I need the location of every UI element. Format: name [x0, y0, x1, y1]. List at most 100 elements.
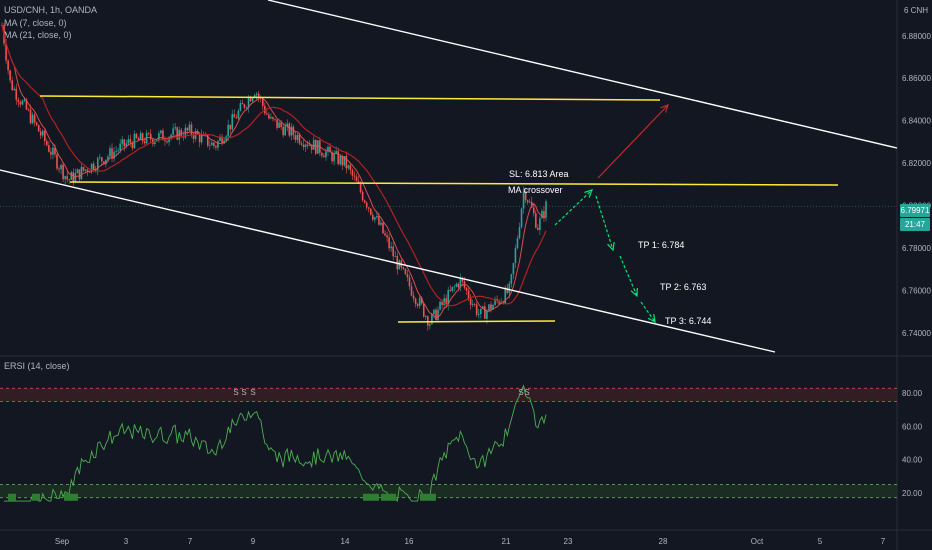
candle-body	[347, 165, 350, 169]
candle-body	[115, 151, 117, 152]
candle-body	[33, 114, 36, 123]
candle-body	[133, 133, 136, 149]
candle-body	[276, 119, 278, 128]
candle-body	[539, 218, 541, 230]
candle-body	[70, 172, 73, 180]
candle-body	[306, 144, 309, 146]
candle-body	[506, 287, 509, 294]
candle-body	[198, 134, 201, 143]
candle-body	[123, 139, 126, 147]
candle-body	[520, 208, 523, 228]
rsi-sell-marker: S	[241, 388, 246, 397]
candle-body	[206, 134, 209, 146]
candle-body	[514, 248, 517, 264]
candle-body	[323, 155, 325, 158]
candle-body	[390, 246, 392, 249]
candle-body	[286, 123, 289, 127]
candle-body	[445, 298, 447, 306]
candle-body	[457, 283, 460, 288]
candle-body	[341, 155, 344, 166]
rsi-tick-label: 40.00	[902, 456, 923, 465]
candle-body	[149, 133, 152, 140]
candle-body	[353, 175, 356, 177]
rsi-sell-marker: S	[518, 388, 523, 397]
candle-body	[170, 134, 172, 138]
candle-body	[233, 114, 236, 118]
candle-body	[404, 268, 407, 275]
candle-body	[331, 152, 333, 162]
rsi-oversold-band	[0, 484, 897, 498]
candle-body	[355, 176, 358, 182]
arrow-invalidation-up-head	[660, 104, 669, 113]
candle-body	[298, 134, 301, 144]
candle-body	[290, 126, 293, 136]
candle-body	[239, 103, 242, 111]
candle-body	[455, 283, 458, 287]
candle-body	[188, 124, 191, 131]
candle-body	[530, 201, 533, 208]
candle-body	[418, 297, 421, 306]
channel-upper-line	[267, 0, 898, 149]
candle-body	[345, 156, 348, 169]
arrow-to-tp2-head	[630, 287, 638, 298]
rsi-legend[interactable]: ERSI (14, close)	[4, 361, 70, 371]
candle-body	[321, 152, 323, 156]
candle-body	[196, 130, 199, 135]
candle-body	[68, 179, 71, 181]
candle-body	[56, 154, 58, 169]
arrow-up-to-sl	[554, 189, 593, 226]
annotation-tp3: TP 3: 6.744	[665, 316, 711, 326]
candle-body	[90, 163, 93, 173]
candle-body	[480, 308, 482, 315]
candle-body	[439, 301, 441, 310]
candle-body	[532, 207, 535, 214]
candle-body	[249, 97, 252, 102]
candle-body	[504, 287, 507, 304]
candle-body	[380, 222, 382, 225]
candle-body	[296, 134, 299, 140]
candle-body	[282, 127, 284, 136]
price-tick-label: 6.76000	[902, 286, 931, 295]
ma-slow-legend[interactable]: MA (21, close, 0)	[4, 30, 72, 40]
candle-body	[19, 102, 22, 105]
candle-body	[117, 150, 119, 152]
candle-body	[372, 214, 374, 220]
symbol-title[interactable]: USD/CNH, 1h, OANDA	[4, 5, 98, 15]
candle-body	[211, 142, 213, 146]
candle-body	[388, 237, 390, 249]
annotation-sl: SL: 6.813 Area	[509, 169, 569, 179]
candle-body	[80, 166, 83, 180]
candle-body	[231, 114, 234, 130]
candle-body	[37, 125, 40, 132]
ma-fast-legend[interactable]: MA (7, close, 0)	[4, 18, 67, 28]
candle-body	[408, 277, 411, 287]
candle-body	[363, 200, 366, 203]
candle-body	[101, 157, 103, 162]
arrow-invalidation-up	[597, 104, 669, 179]
candle-body	[41, 130, 44, 136]
candle-body	[300, 143, 303, 145]
candle-body	[484, 306, 486, 319]
candle-body	[274, 118, 276, 120]
candle-body	[488, 304, 490, 311]
candle-body	[292, 126, 295, 136]
candle-body	[335, 151, 337, 154]
candle-body	[343, 156, 346, 166]
candle-body	[23, 99, 26, 101]
candle-body	[516, 238, 519, 249]
candle-body	[137, 138, 140, 140]
candle-body	[435, 309, 437, 321]
candle-body	[113, 151, 115, 159]
rsi-buy-marker	[363, 493, 371, 501]
candle-body	[431, 313, 433, 325]
candle-body	[451, 286, 454, 291]
candle-body	[420, 297, 423, 304]
candle-body	[247, 97, 250, 108]
candle-body	[5, 43, 7, 61]
candle-body	[465, 287, 468, 291]
candle-body	[48, 145, 50, 152]
candle-body	[522, 191, 525, 209]
candle-body	[266, 113, 268, 115]
ma-21-line	[1, 25, 547, 307]
